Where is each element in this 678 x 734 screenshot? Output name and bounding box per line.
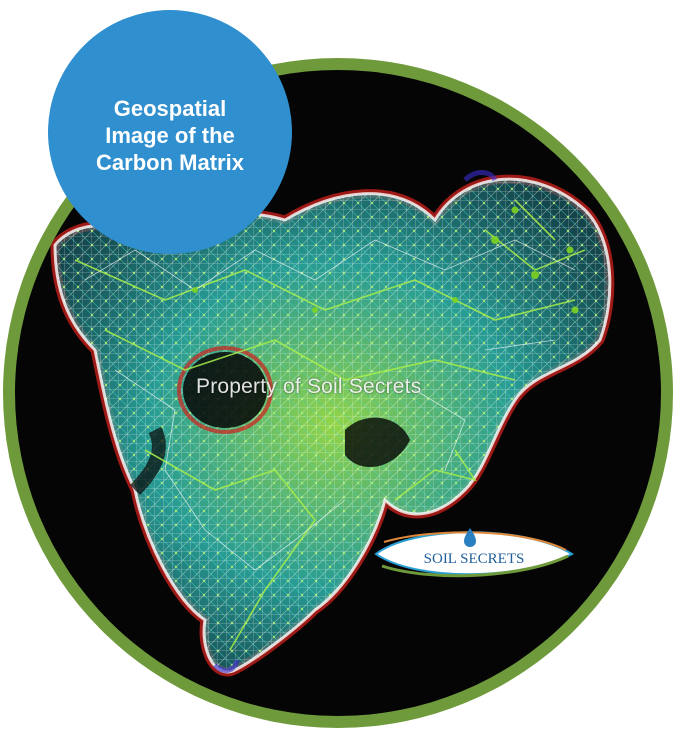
soil-secrets-logo: SOIL SECRETS <box>374 528 575 578</box>
watermark-text: Property of Soil Secrets <box>196 375 422 398</box>
carbon-matrix-illustration <box>50 170 615 677</box>
water-drop-icon <box>464 528 476 547</box>
badge-title: Geospatial Image of the Carbon Matrix <box>96 95 244 175</box>
logo-brand-text: SOIL SECRETS <box>424 551 525 567</box>
title-badge: Geospatial Image of the Carbon Matrix <box>48 10 292 254</box>
